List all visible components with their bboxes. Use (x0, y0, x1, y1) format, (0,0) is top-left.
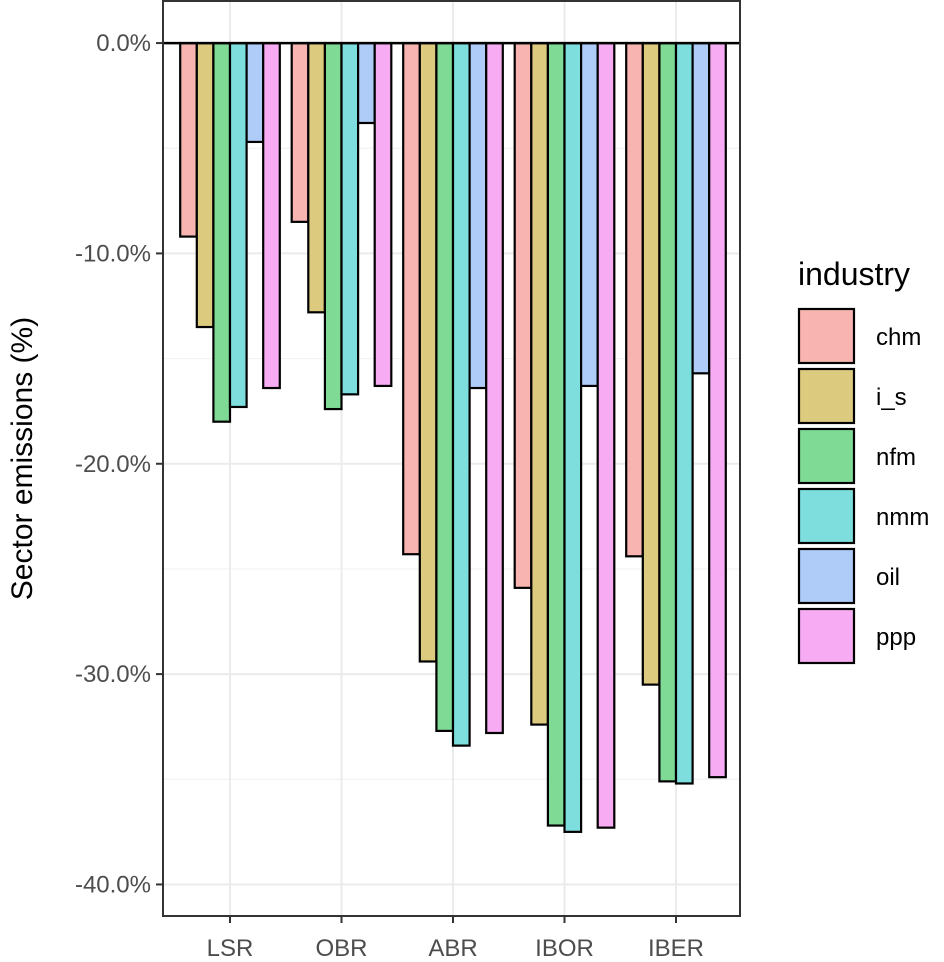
bar-nmm-abr (451, 41, 471, 747)
bar-chm-ibor (513, 41, 533, 589)
bar-oil-lsr (245, 41, 265, 144)
bar-ppp-obr (373, 41, 393, 388)
bar-oil-iber (691, 41, 711, 375)
legend-title: industry (798, 256, 910, 292)
bar-i_s-abr (418, 41, 438, 663)
y-tick-label: -40.0% (75, 871, 151, 898)
bar-i_s-ibor (530, 41, 549, 726)
bar-nmm-ibor (563, 41, 583, 833)
x-tick-label: LSR (207, 935, 254, 962)
bars (179, 41, 727, 833)
bar-oil-abr (468, 41, 488, 390)
bar-i_s-obr (307, 41, 326, 314)
panel-border (162, 0, 741, 917)
y-tick-label: -30.0% (75, 661, 151, 688)
bar-nmm-obr (340, 41, 360, 396)
bar-i_s-iber (641, 41, 661, 686)
y-tick-label: 0.0% (96, 30, 151, 57)
x-tick-label: ABR (428, 935, 477, 962)
bar-chm-lsr (179, 41, 198, 238)
legend-label-oil: oil (876, 564, 900, 591)
legend-label-chm: chm (876, 324, 921, 351)
legend-key-i_s (797, 367, 856, 425)
bar-chm-obr (290, 41, 310, 223)
bar-ppp-ibor (596, 41, 616, 829)
bar-nfm-iber (658, 41, 678, 783)
legend-key-chm (797, 307, 856, 365)
bar-nmm-iber (674, 41, 694, 785)
bar-oil-obr (357, 41, 376, 125)
x-axis: LSR OBR ABR IBOR IBER (207, 916, 704, 962)
legend-key-ppp (797, 607, 856, 665)
y-axis: 0.0% -10.0% -20.0% -30.0% -40.0% (75, 30, 163, 898)
y-tick-label: -20.0% (75, 451, 151, 478)
y-axis-title: Sector emissions (%) (6, 317, 39, 600)
legend-label-nmm: nmm (876, 504, 929, 531)
bar-i_s-lsr (195, 41, 215, 329)
legend-label-i_s: i_s (876, 384, 907, 411)
legend-key-nmm (797, 487, 856, 545)
bar-ppp-abr (485, 41, 504, 735)
bar-chm-iber (625, 41, 644, 558)
legend-key-oil (797, 547, 856, 605)
bar-nfm-obr (323, 41, 343, 411)
bar-nfm-ibor (546, 41, 566, 827)
bar-nmm-lsr (228, 41, 248, 409)
x-tick-label: IBER (648, 935, 704, 962)
bar-nfm-abr (435, 41, 455, 732)
bar-chm-abr (402, 41, 421, 556)
y-tick-label: -10.0% (75, 240, 151, 267)
x-tick-label: OBR (315, 935, 367, 962)
bar-ppp-lsr (262, 41, 281, 390)
legend-key-nfm (797, 427, 856, 485)
bar-oil-ibor (579, 41, 599, 388)
bar-ppp-iber (708, 41, 727, 779)
bar-nfm-lsr (212, 41, 232, 423)
legend-label-nfm: nfm (876, 444, 916, 471)
legend-label-ppp: ppp (876, 624, 916, 651)
x-tick-label: IBOR (535, 935, 594, 962)
